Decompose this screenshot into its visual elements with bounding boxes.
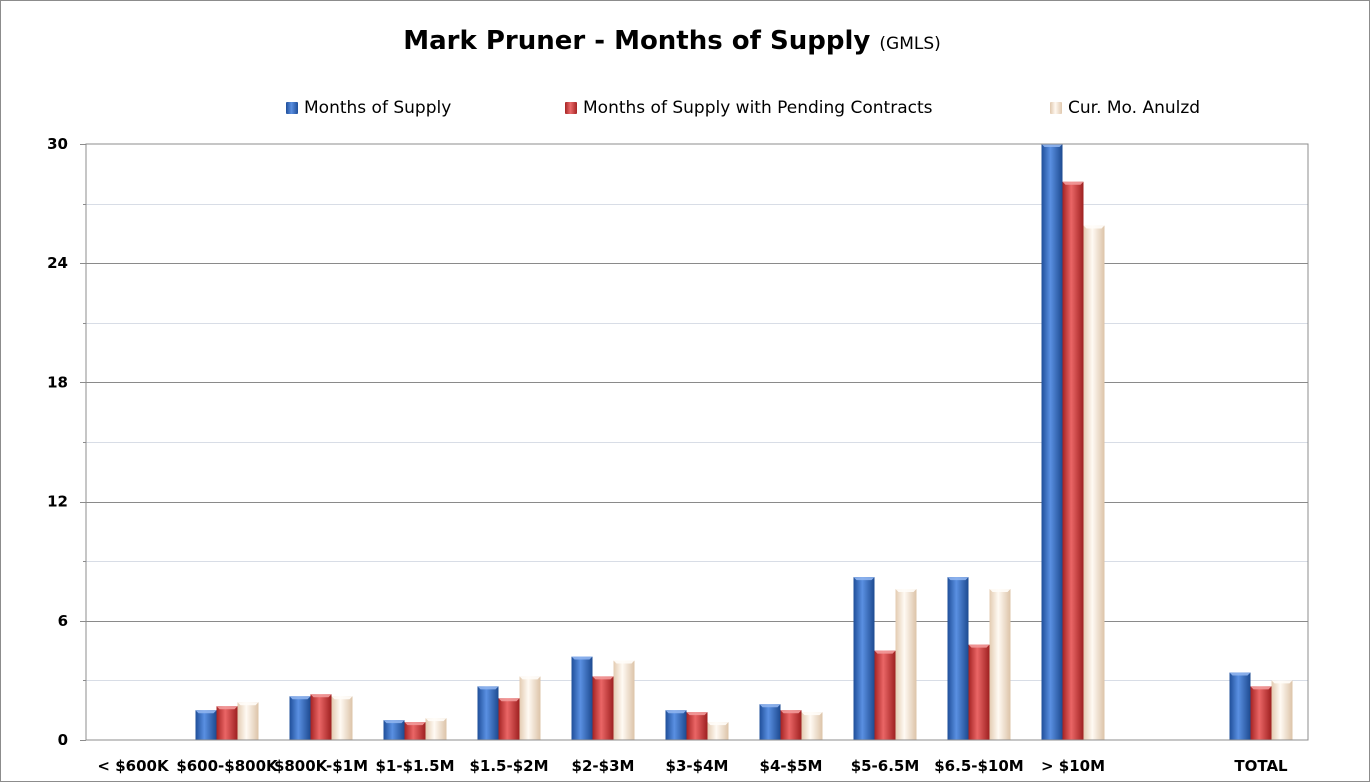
bar-cur-mo-anulzd (331, 696, 353, 740)
bar-pending-contracts (498, 698, 520, 740)
bar-pending-contracts (968, 644, 990, 740)
bar-cur-mo-anulzd (425, 718, 447, 740)
grid-lines (86, 204, 1308, 681)
x-tick-label: > $10M (1041, 757, 1105, 775)
x-tick-label: $1.5-$2M (469, 757, 548, 775)
bar-months-of-supply (947, 577, 969, 740)
legend-item-pending-contracts: Months of Supply with Pending Contracts (565, 98, 933, 118)
y-tick-label: 0 (58, 731, 68, 749)
bar-cur-mo-anulzd (613, 660, 635, 740)
bar-months-of-supply (759, 704, 781, 740)
chart-title: Mark Pruner - Months of Supply (403, 26, 871, 56)
tick-labels: 0 6 12 18 24 30 < $600K $600-$800K$800K-$1M $1-$… (47, 135, 1288, 775)
bar-cur-mo-anulzd (519, 676, 541, 740)
bar-months-of-supply (571, 656, 593, 740)
legend-swatch-blue-icon (286, 102, 298, 114)
bar-pending-contracts (310, 694, 332, 740)
legend-item-months-of-supply: Months of Supply (286, 98, 451, 118)
bar-months-of-supply (383, 720, 405, 740)
bar-cur-mo-anulzd (237, 702, 259, 740)
bar-pending-contracts (216, 706, 238, 740)
y-tick-label: 30 (47, 135, 68, 153)
bar-pending-contracts (780, 710, 802, 740)
bar-months-of-supply (195, 710, 217, 740)
bar-months-of-supply (289, 696, 311, 740)
bar-months-of-supply (665, 710, 687, 740)
bar-months-of-supply (1229, 672, 1251, 740)
chart-subtitle: (GMLS) (879, 34, 941, 54)
legend-label: Months of Supply (304, 98, 452, 118)
bar-pending-contracts (874, 650, 896, 740)
bar-pending-contracts (686, 712, 708, 740)
bar-pending-contracts (1062, 181, 1084, 740)
x-tick-label: $800K-$1M (274, 757, 368, 775)
bar-months-of-supply (477, 686, 499, 740)
x-tick-label: $4-$5M (760, 757, 823, 775)
x-tick-label: $5-6.5M (851, 757, 920, 775)
legend-item-cur-mo-anulzd: Cur. Mo. Anulzd (1050, 98, 1200, 118)
bar-cur-mo-anulzd (1271, 680, 1293, 740)
bars (195, 144, 1293, 740)
bar-pending-contracts (404, 722, 426, 740)
x-tick-label: < $600K (97, 757, 170, 775)
x-tick-label: $2-$3M (572, 757, 635, 775)
y-tick-label: 12 (47, 493, 68, 511)
bar-cur-mo-anulzd (707, 722, 729, 740)
y-tick-label: 6 (58, 612, 68, 630)
bar-cur-mo-anulzd (801, 712, 823, 740)
x-tick-label: $1-$1.5M (375, 757, 454, 775)
y-tick-label: 18 (47, 373, 68, 391)
bar-pending-contracts (592, 676, 614, 740)
y-tick-label: 24 (47, 254, 68, 272)
legend-label: Months of Supply with Pending Contracts (583, 98, 933, 118)
chart-legend: Months of Supply Months of Supply with P… (0, 98, 1370, 122)
legend-label: Cur. Mo. Anulzd (1068, 98, 1201, 118)
bar-months-of-supply (1041, 144, 1063, 740)
legend-swatch-red-icon (565, 102, 577, 114)
bar-pending-contracts (1250, 686, 1272, 740)
x-tick-label: $6.5-$10M (934, 757, 1023, 775)
legend-swatch-cream-icon (1050, 102, 1062, 114)
x-tick-label: TOTAL (1234, 757, 1288, 775)
bar-months-of-supply (853, 577, 875, 740)
axes (80, 143, 1309, 741)
bar-cur-mo-anulzd (1083, 225, 1105, 740)
chart-title-block: Mark Pruner - Months of Supply (GMLS) (0, 26, 1344, 56)
x-tick-label: $600-$800K (176, 757, 279, 775)
x-tick-label: $3-$4M (666, 757, 729, 775)
bar-cur-mo-anulzd (989, 589, 1011, 740)
bar-cur-mo-anulzd (895, 589, 917, 740)
